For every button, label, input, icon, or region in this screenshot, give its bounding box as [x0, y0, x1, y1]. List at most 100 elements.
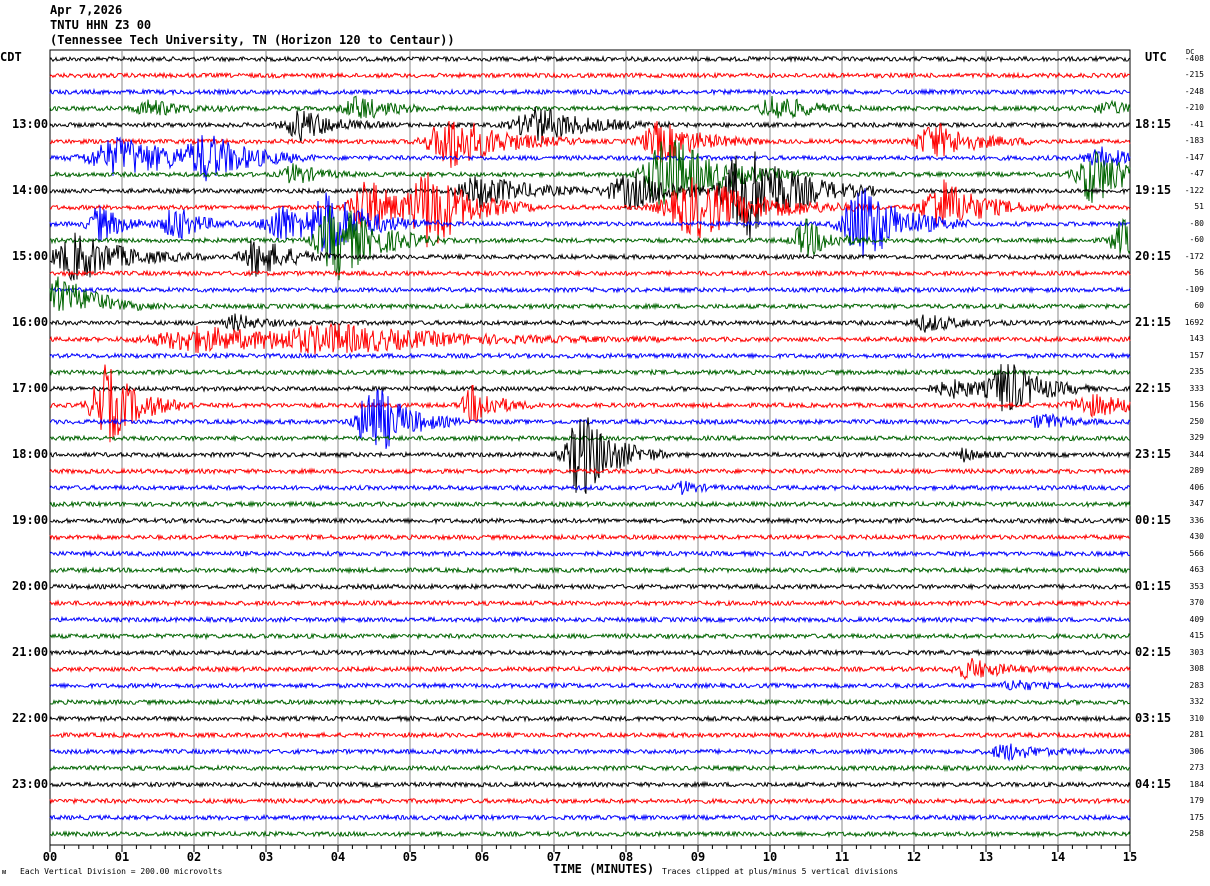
dc-offset: 353: [1189, 581, 1204, 591]
x-tick-label: 13: [978, 850, 994, 864]
seismic-trace: [49, 549, 1130, 558]
seismic-trace: [49, 205, 1131, 281]
left-timezone: CDT: [0, 50, 22, 64]
dc-offset: 308: [1189, 664, 1204, 674]
seismic-trace: [49, 322, 1131, 355]
seismic-trace: [49, 648, 1131, 657]
seismic-trace: [49, 813, 1131, 822]
seismic-trace: [49, 582, 1131, 591]
seismic-trace: [49, 172, 1131, 248]
logo-mark: ᴍ: [2, 868, 7, 876]
seismic-trace: [49, 140, 1131, 208]
dc-offset: 430: [1189, 532, 1204, 542]
seismic-trace: [49, 830, 1131, 839]
dc-offset: 157: [1189, 350, 1204, 360]
dc-offset: 60: [1194, 301, 1204, 311]
plot-frame: [49, 49, 1131, 846]
x-tick-label: 01: [114, 850, 130, 864]
x-tick-label: 15: [1122, 850, 1138, 864]
seismic-trace: [49, 364, 1131, 412]
seismic-trace: [49, 714, 1131, 723]
utc-hour-label: 18:15: [1135, 116, 1172, 131]
seismic-trace: [49, 467, 1131, 476]
cdt-hour-label: 13:00: [12, 116, 49, 131]
x-tick-label: 14: [1050, 850, 1066, 864]
dc-offset: -147: [1184, 152, 1204, 162]
cdt-hour-label: 17:00: [12, 380, 49, 395]
x-tick-label: 05: [402, 850, 418, 864]
dc-offset: 258: [1189, 829, 1204, 839]
dc-offset: -183: [1184, 136, 1204, 146]
right-timezone: UTC: [1145, 50, 1167, 64]
dc-offset: 344: [1189, 449, 1204, 459]
dc-offset: -215: [1184, 70, 1204, 80]
dc-offset: 566: [1189, 548, 1204, 558]
x-tick-label: 02: [186, 850, 202, 864]
utc-hour-label: 22:15: [1135, 380, 1172, 395]
dc-offset: 347: [1189, 499, 1204, 509]
dc-offset: 333: [1189, 383, 1204, 393]
dc-offset: -210: [1184, 103, 1204, 113]
seismic-trace: [49, 500, 1131, 509]
seismic-trace: [49, 566, 1131, 575]
seismic-trace: [49, 417, 1131, 494]
dc-offset: 336: [1189, 515, 1204, 525]
dc-offset: 143: [1189, 334, 1204, 344]
dc-offset: 306: [1189, 746, 1204, 756]
dc-offset: -248: [1184, 86, 1204, 96]
date: Apr 7,2026: [50, 3, 123, 17]
cdt-hour-label: 14:00: [12, 182, 49, 197]
dc-offset: 184: [1189, 779, 1204, 789]
dc-offset: -122: [1184, 185, 1204, 195]
seismic-trace: [49, 368, 1131, 377]
cdt-hour-label: 16:00: [12, 314, 49, 329]
seismic-trace: [49, 632, 1131, 641]
dc-offset: -109: [1184, 284, 1204, 294]
x-tick-label: 03: [258, 850, 274, 864]
dc-offset: 289: [1189, 466, 1204, 476]
x-tick-label: 00: [42, 850, 58, 864]
dc-label: DC: [1186, 48, 1195, 56]
dc-offset: 409: [1189, 614, 1204, 624]
scale-note: Each Vertical Division = 200.00 microvol…: [20, 867, 223, 876]
dc-offset: 56: [1194, 268, 1204, 278]
dc-offset: -172: [1184, 251, 1204, 261]
seismic-trace: [49, 743, 1131, 762]
utc-hour-label: 20:15: [1135, 248, 1172, 263]
seismic-trace: [49, 698, 1131, 707]
dc-offset: 283: [1189, 680, 1204, 690]
x-axis-label: TIME (MINUTES): [553, 862, 655, 876]
dc-offset: 250: [1189, 416, 1204, 426]
dc-offset: -408: [1184, 54, 1204, 63]
seismic-trace: [49, 351, 1131, 360]
x-tick-label: 10: [762, 850, 778, 864]
dc-offset: 463: [1189, 565, 1204, 575]
x-tick-label: 09: [690, 850, 706, 864]
seismic-trace: [49, 599, 1131, 608]
seismic-trace: [49, 797, 1131, 806]
seismic-trace: [49, 764, 1131, 773]
seismic-trace: [49, 480, 1131, 495]
dc-offset: 156: [1189, 400, 1204, 410]
utc-hour-label: 21:15: [1135, 314, 1172, 329]
dc-offset: 51: [1194, 202, 1204, 212]
dc-offset: -80: [1189, 218, 1204, 228]
seismic-trace: [49, 87, 1131, 97]
seismic-trace: [49, 434, 1131, 443]
x-tick-label: 06: [474, 850, 490, 864]
seismic-trace: [49, 364, 1131, 443]
seismic-trace: [49, 151, 1131, 240]
utc-hour-label: 23:15: [1135, 446, 1172, 461]
station-code: TNTU HHN Z3 00: [50, 18, 152, 32]
seismic-trace: [49, 313, 1131, 333]
seismic-trace: [49, 516, 1131, 525]
seismic-trace: [49, 71, 1131, 80]
cdt-hour-label: 23:00: [12, 776, 49, 791]
utc-hour-label: 04:15: [1135, 776, 1172, 791]
seismic-trace: [49, 679, 1131, 691]
seismic-trace: [49, 658, 1131, 681]
utc-hour-label: 19:15: [1135, 182, 1172, 197]
dc-offset: -41: [1189, 119, 1204, 129]
dc-offset: 273: [1189, 763, 1204, 773]
